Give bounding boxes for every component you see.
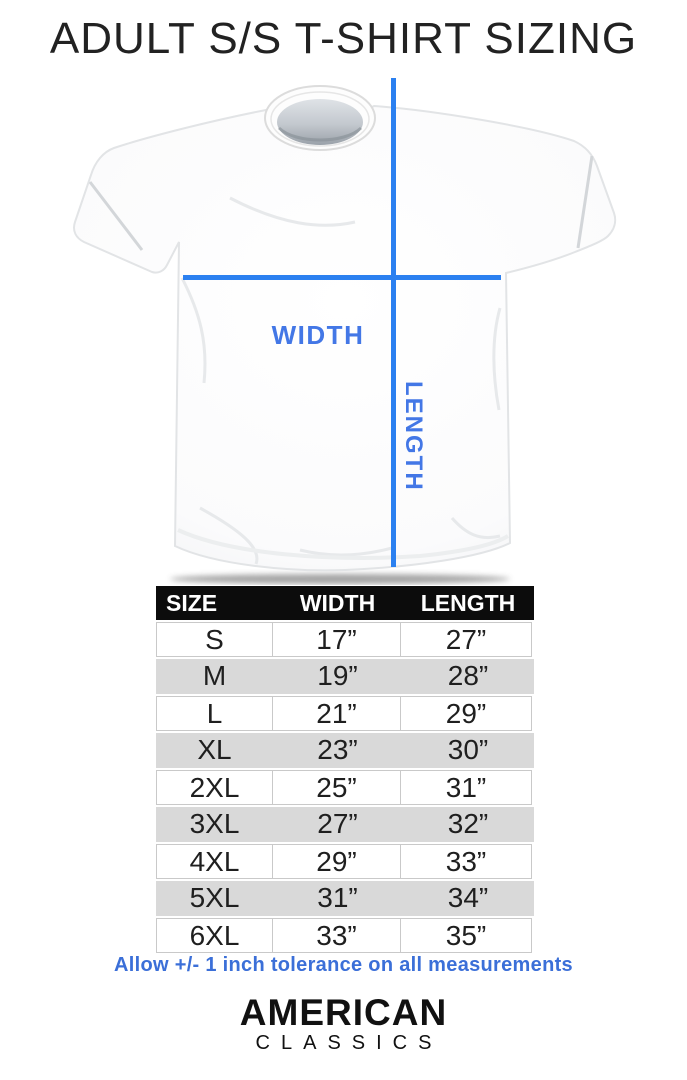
header-cell-width: WIDTH	[299, 590, 376, 616]
table-header: SIZE WIDTH LENGTH	[156, 586, 534, 620]
cell-size: L	[156, 696, 273, 731]
shirt-body	[73, 104, 617, 572]
cell-length: 29”	[400, 696, 532, 731]
size-table-body: S 17” 27” M 19” 28” L 21” 29” XL 23” 30” 2XL 25” 31” 3X…	[156, 622, 534, 953]
cell-size: 2XL	[156, 770, 273, 805]
table-row: L 21” 29”	[156, 696, 534, 731]
brand-name-secondary: CLASSICS	[255, 1032, 443, 1054]
brand-name-primary: AMERICAN	[239, 992, 448, 1033]
cell-width: 29”	[272, 844, 401, 879]
cell-size: XL	[197, 734, 232, 765]
tshirt-illustration	[73, 78, 617, 584]
collar-opening	[277, 99, 363, 145]
left-cuff-seam	[88, 181, 144, 251]
table-row: 2XL 25” 31”	[156, 770, 534, 805]
cell-width: 25”	[272, 770, 401, 805]
page-title: ADULT S/S T-SHIRT SIZING	[49, 14, 638, 63]
table-row: 4XL 29” 33”	[156, 844, 534, 879]
shirt-shadow	[170, 574, 510, 584]
table-row: XL 23” 30”	[156, 733, 534, 768]
table-row: M 19” 28”	[156, 659, 534, 694]
cell-width: 21”	[272, 696, 401, 731]
cell-size: M	[202, 660, 227, 691]
wrinkle-lines	[180, 196, 502, 565]
cell-length: 30”	[447, 734, 489, 765]
cell-width: 31”	[317, 882, 358, 913]
width-label: WIDTH	[271, 320, 365, 350]
cell-length: 27”	[400, 622, 532, 657]
cell-size: 6XL	[156, 918, 273, 953]
cell-length: 35”	[400, 918, 532, 953]
header-cell-length: LENGTH	[420, 590, 516, 616]
cell-size: 3XL	[189, 808, 240, 839]
table-row: 5XL 31” 34”	[156, 881, 534, 916]
table-row: 3XL 27” 32”	[156, 807, 534, 842]
header-cell-size: SIZE	[166, 590, 218, 616]
size-table: SIZE WIDTH LENGTH S 17” 27” M 19” 28” L 21” 29” X…	[156, 586, 534, 953]
cell-width: 19”	[317, 660, 358, 691]
cell-size: S	[156, 622, 273, 657]
right-cuff-seam	[576, 155, 594, 249]
cell-length: 32”	[447, 808, 489, 839]
cell-size: 4XL	[156, 844, 273, 879]
length-label: LENGTH	[400, 381, 427, 492]
cell-width: 17”	[272, 622, 401, 657]
collar-stitch	[270, 91, 370, 147]
tolerance-note: Allow +/- 1 inch tolerance on all measur…	[114, 954, 573, 976]
cell-width: 33”	[272, 918, 401, 953]
hem-fold	[177, 528, 510, 560]
cell-length: 31”	[400, 770, 532, 805]
cell-width: 27”	[317, 808, 358, 839]
tshirt-diagram: WIDTH LENGTH	[0, 78, 687, 585]
collar-inner-shadow	[277, 126, 363, 142]
cell-length: 33”	[400, 844, 532, 879]
cell-length: 34”	[447, 882, 489, 913]
cell-width: 23”	[317, 734, 358, 765]
table-row: 6XL 33” 35”	[156, 918, 534, 953]
cell-size: 5XL	[189, 882, 240, 913]
brand-logo: AMERICAN CLASSICS	[0, 992, 687, 1055]
cell-length: 28”	[447, 660, 489, 691]
table-row: S 17” 27”	[156, 622, 534, 657]
